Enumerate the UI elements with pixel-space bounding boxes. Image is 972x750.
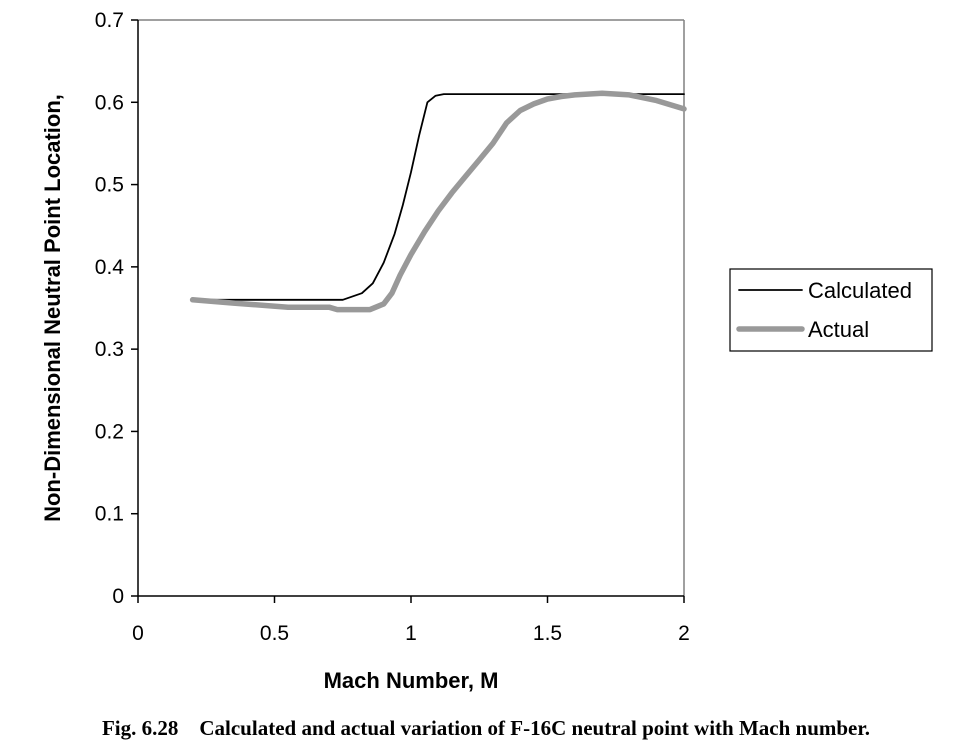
chart: 0 0.1 0.2 0.3 0.4 0.5 0.6 0.7 0 0.5 1 1.5 2 Mach Nu… xyxy=(40,9,933,693)
series-lines xyxy=(189,90,687,313)
y-axis: 0 0.1 0.2 0.3 0.4 0.5 0.6 0.7 xyxy=(95,9,138,608)
x-tick-label: 1.5 xyxy=(533,622,562,645)
y-tick-label: 0.5 xyxy=(95,174,124,197)
legend-label-calculated: Calculated xyxy=(808,278,912,303)
x-axis: 0 0.5 1 1.5 2 xyxy=(132,596,690,645)
figure-caption: Fig. 6.28 Calculated and actual variatio… xyxy=(101,716,871,740)
y-tick-label: 0.1 xyxy=(95,503,124,526)
legend: Calculated Actual xyxy=(729,268,933,352)
x-tick-label: 2 xyxy=(678,622,690,645)
series-line-calculated xyxy=(191,93,685,301)
y-axis-title: Non-Dimensional Neutral Point Location, xyxy=(40,94,65,522)
x-tick-label: 1 xyxy=(405,622,417,645)
y-tick-label: 0.4 xyxy=(95,256,125,279)
y-tick-label: 0 xyxy=(112,585,124,608)
x-axis-title: Mach Number, M xyxy=(324,668,499,693)
plot-area xyxy=(137,19,685,597)
series-line-actual xyxy=(189,90,687,313)
y-tick-label: 0.2 xyxy=(95,420,124,443)
legend-box xyxy=(729,268,933,352)
legend-label-actual: Actual xyxy=(808,317,869,342)
x-tick-label: 0 xyxy=(132,622,144,645)
y-tick-label: 0.3 xyxy=(95,338,124,361)
x-tick-label: 0.5 xyxy=(260,622,289,645)
y-tick-label: 0.6 xyxy=(95,91,124,114)
y-tick-label: 0.7 xyxy=(95,9,124,32)
